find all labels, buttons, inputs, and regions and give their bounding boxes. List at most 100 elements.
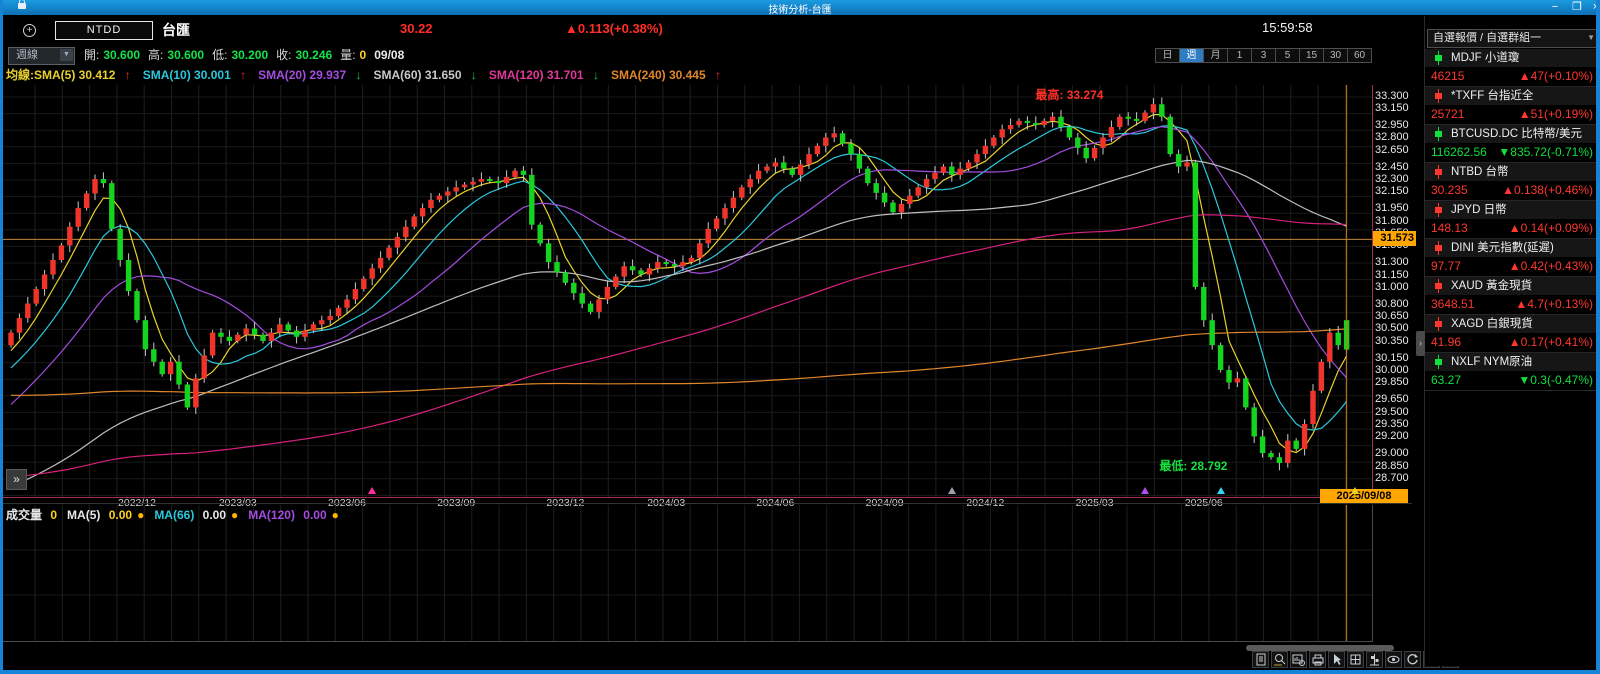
price-axis-tick: 32.450 bbox=[1375, 160, 1409, 173]
timeframe-button-15[interactable]: 15 bbox=[1300, 48, 1324, 63]
window-border bbox=[0, 0, 3, 674]
refresh-icon[interactable] bbox=[1404, 651, 1421, 668]
quote-item-*TXFF[interactable]: *TXFF 台指近全 25721 ▲51(+0.19%) bbox=[1425, 87, 1597, 125]
sma-legend-item: SMA(20) 29.937 ↓ bbox=[258, 68, 362, 82]
restore-button[interactable]: ❐ bbox=[1572, 1, 1582, 13]
report-icon[interactable] bbox=[1252, 651, 1269, 668]
quote-item-XAGD[interactable]: XAGD 白銀現貨 41.96 ▲0.17(+0.41%) bbox=[1425, 315, 1597, 353]
candle-icon bbox=[1433, 241, 1444, 255]
period-dropdown[interactable]: 週線 ▼ bbox=[8, 47, 75, 65]
cursor-icon[interactable] bbox=[1328, 651, 1345, 668]
axis-marker-icon bbox=[1216, 487, 1225, 494]
quote-name: BTCUSD.DC 比特幣/美元 bbox=[1425, 125, 1597, 143]
price-axis-tick: 29.000 bbox=[1375, 447, 1409, 460]
candle-icon bbox=[1433, 51, 1444, 65]
add-symbol-icon[interactable]: + bbox=[23, 24, 36, 37]
volume-legend: 成交量 0 MA(5) 0.00 ● MA(66) 0.00 ● MA(120) 0.00… bbox=[6, 506, 349, 523]
price-axis-tag: 31.573 bbox=[1373, 231, 1416, 247]
price-axis-tick: 30.800 bbox=[1375, 297, 1409, 310]
watchlist-selector-label: 自選報價 / 自選群組一 bbox=[1433, 32, 1542, 44]
quote-price: 3648.51 bbox=[1431, 297, 1475, 311]
axis-settings-icon[interactable] bbox=[1366, 651, 1383, 668]
grid-icon[interactable] bbox=[1347, 651, 1364, 668]
quote-price: 116262.56 bbox=[1431, 145, 1487, 159]
quote-item-NTBD[interactable]: NTBD 台幣 30.235 ▲0.138(+0.46%) bbox=[1425, 163, 1597, 201]
quote-list: MDJF 小道瓊 46215 ▲47(+0.10%) *TXFF 台指近全 25721 ▲… bbox=[1425, 49, 1597, 391]
quote-price: 97.77 bbox=[1431, 259, 1462, 273]
quote-change: ▲0.138(+0.46%) bbox=[1502, 183, 1593, 197]
quote-name: DINI 美元指數(延遲) bbox=[1425, 239, 1597, 257]
ohlc-field: 收: 30.246 bbox=[276, 48, 333, 62]
quote-sidebar: 自選報價 / 自選群組一 ▼ MDJF 小道瓊 46215 ▲47(+0.10%) *… bbox=[1424, 16, 1600, 666]
timeframe-button-週[interactable]: 週 bbox=[1180, 48, 1204, 63]
quote-price: 25721 bbox=[1431, 107, 1465, 121]
candle-icon bbox=[1433, 89, 1444, 103]
price-axis-tick: 29.200 bbox=[1375, 430, 1409, 443]
quote-item-BTCUSD.DC[interactable]: BTCUSD.DC 比特幣/美元 116262.56 ▼835.72(-0.71%) bbox=[1425, 125, 1597, 163]
quote-name: MDJF 小道瓊 bbox=[1425, 49, 1597, 67]
quote-item-NXLF[interactable]: NXLF NYM原油 63.27 ▼0.3(-0.47%) bbox=[1425, 353, 1597, 391]
timeframe-button-日[interactable]: 日 bbox=[1155, 48, 1180, 63]
price-change: ▲0.113(+0.38%) bbox=[565, 21, 663, 36]
price-chart-pane[interactable] bbox=[0, 85, 1373, 498]
price-axis-tick: 32.800 bbox=[1375, 131, 1409, 144]
arrow-down-icon: ↓ bbox=[592, 68, 599, 82]
timeframe-button-1[interactable]: 1 bbox=[1228, 48, 1252, 63]
volume-legend-item: MA(66) 0.00 ● bbox=[154, 508, 239, 522]
clock: 15:59:58 bbox=[1262, 20, 1313, 35]
quote-item-MDJF[interactable]: MDJF 小道瓊 46215 ▲47(+0.10%) bbox=[1425, 49, 1597, 87]
volume-legend-item: MA(5) 0.00 ● bbox=[67, 508, 145, 522]
axis-marker-icon bbox=[368, 487, 377, 494]
price-axis-tick: 31.800 bbox=[1375, 214, 1409, 227]
price-axis-tick: 28.700 bbox=[1375, 471, 1409, 484]
quote-item-XAUD[interactable]: XAUD 黃金現貨 3648.51 ▲4.7(+0.13%) bbox=[1425, 277, 1597, 315]
volume-pane[interactable] bbox=[0, 505, 1373, 642]
chart-search-icon[interactable] bbox=[1290, 651, 1307, 668]
quote-price: 46215 bbox=[1431, 69, 1465, 83]
quote-change: ▲51(+0.19%) bbox=[1518, 107, 1593, 121]
price-axis-tick: 28.850 bbox=[1375, 459, 1409, 472]
timeframe-button-60[interactable]: 60 bbox=[1348, 48, 1372, 63]
candle-icon bbox=[1433, 203, 1444, 217]
axis-marker-icon bbox=[1351, 487, 1359, 494]
price-axis-tick: 30.500 bbox=[1375, 322, 1409, 335]
quote-price: 148.13 bbox=[1431, 221, 1468, 235]
volume-legend-item: 成交量 0 bbox=[6, 508, 58, 522]
quote-price: 41.96 bbox=[1431, 335, 1462, 349]
quote-change: ▲0.14(+0.09%) bbox=[1508, 221, 1593, 235]
minimize-button[interactable]: − bbox=[1551, 1, 1559, 13]
timeframe-button-30[interactable]: 30 bbox=[1324, 48, 1348, 63]
candle-icon bbox=[1433, 317, 1444, 331]
ma-dot-icon: ● bbox=[231, 508, 239, 522]
arrow-up-icon: ↑ bbox=[715, 68, 721, 82]
volume-chart bbox=[0, 505, 1372, 641]
quote-item-JPYD[interactable]: JPYD 日幣 148.13 ▲0.14(+0.09%) bbox=[1425, 201, 1597, 239]
last-price: 30.22 bbox=[400, 21, 433, 36]
window-border bbox=[1596, 0, 1600, 674]
price-axis-tick: 30.350 bbox=[1375, 334, 1409, 347]
candle-icon bbox=[1433, 355, 1444, 369]
price-axis-tick: 33.300 bbox=[1375, 89, 1409, 102]
timeframe-button-月[interactable]: 月 bbox=[1204, 48, 1228, 63]
zoom-chart-icon[interactable] bbox=[1271, 651, 1288, 668]
quote-item-DINI[interactable]: DINI 美元指數(延遲) 97.77 ▲0.42(+0.43%) bbox=[1425, 239, 1597, 277]
price-axis-tick: 32.150 bbox=[1375, 185, 1409, 198]
timeframe-button-3[interactable]: 3 bbox=[1252, 48, 1276, 63]
print-icon[interactable] bbox=[1309, 651, 1326, 668]
date-axis-tag: 2025/09/08 bbox=[1320, 489, 1408, 504]
horizontal-scrollbar[interactable] bbox=[1246, 645, 1394, 651]
ohlc-field: 高: 30.600 bbox=[148, 48, 205, 62]
price-axis-tick: 31.300 bbox=[1375, 256, 1409, 269]
arrow-up-icon: ↑ bbox=[240, 68, 247, 82]
watchlist-selector[interactable]: 自選報價 / 自選群組一 ▼ bbox=[1427, 29, 1600, 48]
candle-icon bbox=[1433, 127, 1444, 141]
expand-panel-button[interactable]: » bbox=[6, 469, 27, 490]
timeframe-button-5[interactable]: 5 bbox=[1276, 48, 1300, 63]
price-axis-tick: 32.300 bbox=[1375, 173, 1409, 185]
sma-legend-item: SMA(240) 30.445 ↑ bbox=[610, 68, 721, 82]
sidebar-collapse-handle[interactable]: › bbox=[1416, 331, 1425, 356]
eye-icon[interactable] bbox=[1385, 651, 1402, 668]
symbol-input[interactable]: NTDD bbox=[55, 21, 153, 40]
lock-icon bbox=[18, 0, 26, 9]
period-dropdown-label: 週線 bbox=[16, 49, 38, 61]
